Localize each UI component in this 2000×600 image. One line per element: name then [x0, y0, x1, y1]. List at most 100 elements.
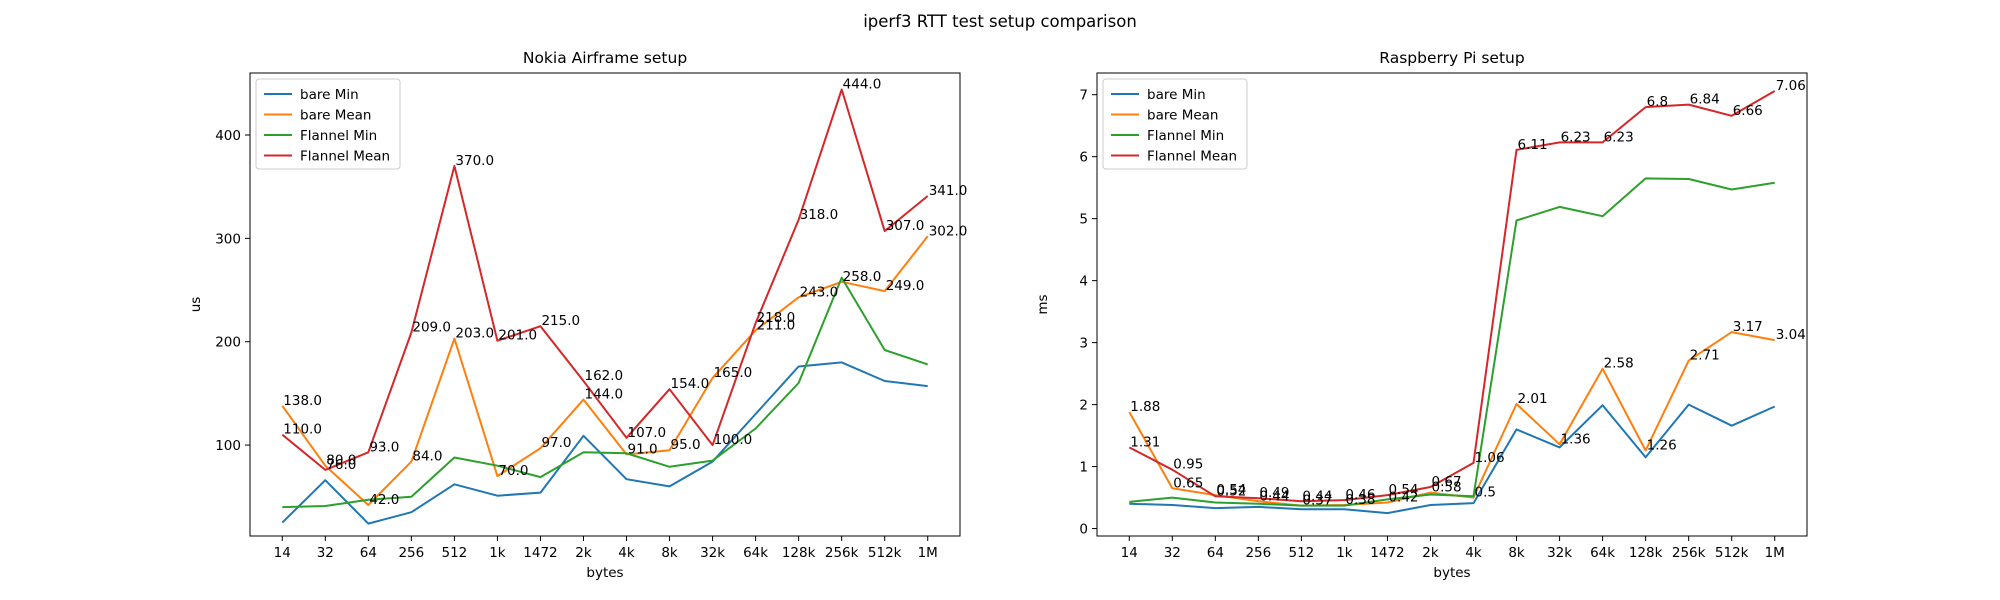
rpi-data-label: 0.46	[1345, 487, 1375, 503]
nokia-axes-frame	[249, 72, 961, 537]
rpi-data-label: 6.66	[1733, 103, 1763, 119]
rpi-data-label: 3.04	[1776, 327, 1806, 343]
rpi-x-tick-label: 14	[1121, 545, 1138, 561]
nokia-series-flannel-min-line	[282, 276, 929, 509]
nokia-series-flannel-mean-line	[281, 88, 929, 471]
rpi-data-label: 0.42	[1388, 490, 1418, 506]
nokia-data-label: 80.0	[326, 453, 356, 469]
nokia-x-tick-label: 64k	[743, 545, 768, 561]
nokia-data-label: 165.0	[714, 365, 753, 381]
nokia-x-tick-label: 14	[274, 545, 291, 561]
rpi-data-label: 1.06	[1475, 450, 1505, 466]
nokia-y-tick-label: 400	[215, 128, 241, 144]
rpi-legend-entry: bare Min	[1147, 87, 1206, 103]
nokia-series-bare-min-line	[281, 361, 928, 525]
rpi-data-label: 0.58	[1431, 480, 1461, 496]
rpi-y-tick-label: 4	[1079, 274, 1088, 290]
nokia-series-bare-mean-line	[281, 235, 929, 506]
nokia-x-tick-label: 256k	[825, 545, 859, 561]
nokia-y-tick-label: 100	[215, 438, 241, 454]
nokia-y-tick-label: 300	[215, 231, 241, 247]
rpi-legend-entry: Flannel Min	[1147, 128, 1224, 144]
rpi-data-label: 0.44	[1259, 488, 1289, 504]
rpi-series-flannel-min-line	[1129, 177, 1775, 507]
rpi-y-tick-label: 0	[1079, 522, 1088, 538]
nokia-x-axis-label: bytes	[586, 565, 623, 581]
nokia-legend: bare Min bare Mean Flannel Min Flannel Mean	[255, 78, 401, 170]
nokia-x-tick-label: 1k	[489, 545, 506, 561]
rpi-data-label: 6.8	[1647, 94, 1668, 110]
rpi-legend: bare Min bare Mean Flannel Min Flannel Mean	[1102, 78, 1248, 170]
rpi-y-axis-label: ms	[1035, 294, 1051, 314]
nokia-data-label: 370.0	[455, 153, 494, 169]
nokia-data-label: 100.0	[714, 432, 753, 448]
rpi-y-tick-label: 6	[1079, 150, 1088, 166]
nokia-data-label: 211.0	[757, 317, 796, 333]
nokia-y-axis-label: us	[188, 297, 204, 313]
nokia-data-label: 444.0	[843, 77, 882, 93]
nokia-data-label: 138.0	[283, 393, 322, 409]
rpi-y-tick-label: 2	[1079, 398, 1088, 414]
nokia-data-label: 249.0	[886, 278, 925, 294]
nokia-data-label: 154.0	[671, 376, 710, 392]
nokia-data-label: 215.0	[541, 313, 580, 329]
nokia-data-label: 218.0	[757, 310, 796, 326]
nokia-legend-box	[255, 78, 401, 170]
rpi-y-tick-label: 3	[1079, 336, 1088, 352]
nokia-x-tick-label: 128k	[782, 545, 816, 561]
rpi-y-tick-label: 5	[1079, 212, 1088, 228]
nokia-data-label: 95.0	[671, 437, 701, 453]
rpi-data-label: 2.58	[1604, 356, 1634, 372]
rpi-data-label: 0.37	[1302, 493, 1332, 509]
rpi-x-tick-label: 32	[1164, 545, 1181, 561]
nokia-data-label: 144.0	[584, 387, 623, 403]
nokia-data-label: 307.0	[886, 218, 925, 234]
nokia-data-label: 341.0	[929, 183, 968, 199]
rpi-data-label: 0.5	[1475, 485, 1496, 501]
rpi-data-label: 1.26	[1647, 437, 1677, 453]
nokia-x-tick-label: 256	[398, 545, 424, 561]
nokia-x-tick-label: 512k	[868, 545, 902, 561]
nokia-data-label: 91.0	[628, 441, 658, 457]
rpi-data-label: 1.88	[1130, 399, 1160, 415]
rpi-title: Raspberry Pi setup	[1379, 49, 1524, 67]
rpi-data-label: 0.65	[1173, 475, 1203, 491]
rpi-axes-frame	[1096, 72, 1808, 537]
rpi-series-bare-min-line	[1129, 403, 1776, 515]
nokia-x-tick-label: 1M	[918, 545, 938, 561]
nokia-data-label: 162.0	[584, 368, 623, 384]
nokia-data-label: 70.0	[498, 463, 528, 479]
nokia-x-tick-label: 32	[317, 545, 334, 561]
rpi-y-tick-label: 7	[1079, 88, 1088, 104]
nokia-legend-entry: Flannel Min	[300, 128, 377, 144]
rpi-data-label: 0.95	[1173, 457, 1203, 473]
nokia-data-label: 84.0	[412, 449, 442, 465]
rpi-x-tick-label: 512	[1289, 545, 1315, 561]
rpi-x-tick-label: 256	[1245, 545, 1271, 561]
nokia-data-label: 209.0	[412, 319, 451, 335]
rpi-data-label: 6.23	[1561, 129, 1591, 145]
rpi-x-tick-label: 2k	[1422, 545, 1439, 561]
nokia-panel: Nokia Airframe setup 14 32 64 256 512 1k 1472 2k…	[188, 49, 967, 581]
rpi-x-tick-label: 1M	[1765, 545, 1785, 561]
rpi-data-label: 0.54	[1388, 482, 1418, 498]
rpi-y-tick-label: 1	[1079, 460, 1088, 476]
rpi-x-tick-label: 128k	[1629, 545, 1663, 561]
rpi-data-label: 6.11	[1518, 137, 1548, 153]
nokia-data-label: 110.0	[283, 422, 322, 438]
rpi-data-label: 0.38	[1345, 492, 1375, 508]
nokia-legend-entry: bare Mean	[300, 108, 371, 124]
rpi-data-label: 0.44	[1302, 488, 1332, 504]
rpi-x-tick-label: 1472	[1370, 545, 1404, 561]
rpi-x-axis-label: bytes	[1433, 565, 1470, 581]
nokia-x-tick-label: 64	[360, 545, 377, 561]
rpi-data-label: 7.06	[1776, 78, 1806, 94]
rpi-x-tick-label: 64k	[1590, 545, 1615, 561]
rpi-data-label: 0.67	[1431, 474, 1461, 490]
nokia-y-tick-label: 200	[215, 335, 241, 351]
rpi-data-label: 1.31	[1130, 434, 1160, 450]
rpi-x-tick-label: 8k	[1508, 545, 1525, 561]
rpi-x-tick-label: 256k	[1672, 545, 1706, 561]
nokia-x-tick-label: 4k	[618, 545, 635, 561]
rpi-data-label: 6.23	[1604, 129, 1634, 145]
